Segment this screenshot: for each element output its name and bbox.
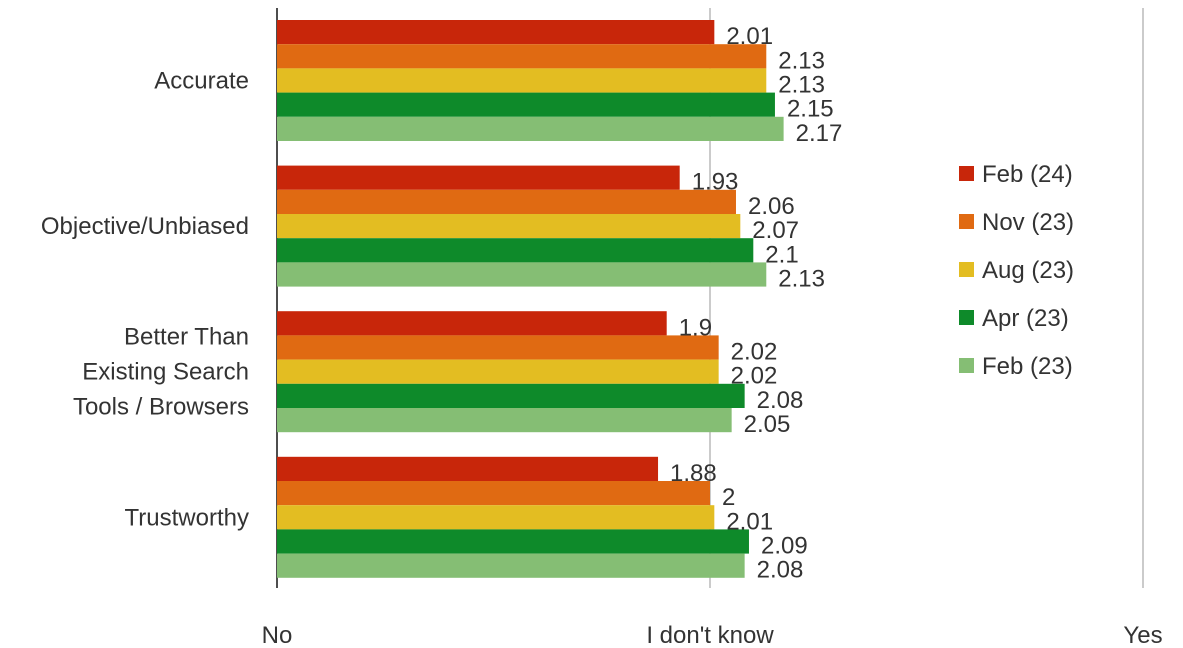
value-label-1-2: 2.13 bbox=[778, 47, 825, 74]
bars bbox=[277, 20, 784, 578]
legend-swatch-3 bbox=[959, 262, 974, 277]
bar-1-1 bbox=[277, 20, 715, 45]
value-label-1-3: 2.13 bbox=[778, 72, 825, 99]
value-label-2-2: 2.06 bbox=[748, 193, 795, 220]
bar-2-1 bbox=[277, 165, 680, 190]
value-label-4-2: 2 bbox=[722, 484, 735, 511]
value-label-3-4: 2.08 bbox=[757, 387, 804, 414]
value-label-3-5: 2.05 bbox=[744, 411, 791, 438]
bar-2-3 bbox=[277, 214, 741, 239]
bar-3-1 bbox=[277, 311, 667, 336]
x-tick-label-2: I don't know bbox=[646, 622, 774, 648]
bar-4-5 bbox=[277, 553, 745, 578]
legend-label-1: Feb (24) bbox=[982, 161, 1073, 188]
value-label-1-1: 2.01 bbox=[726, 23, 773, 50]
x-tick-label-1: No bbox=[262, 622, 293, 648]
value-label-3-2: 2.02 bbox=[731, 339, 778, 366]
value-label-4-3: 2.01 bbox=[726, 508, 773, 535]
value-label-2-4: 2.1 bbox=[765, 241, 798, 268]
bar-3-5 bbox=[277, 408, 732, 433]
value-label-4-1: 1.88 bbox=[670, 460, 717, 487]
category-label-3: Better Than Existing Search Tools / Browse… bbox=[73, 324, 249, 421]
bar-2-5 bbox=[277, 262, 767, 287]
legend-label-3: Aug (23) bbox=[982, 257, 1074, 284]
x-tick-label-3: Yes bbox=[1123, 622, 1162, 648]
value-labels: 2.012.132.132.152.171.932.062.072.12.131… bbox=[670, 23, 842, 584]
legend-label-4: Apr (23) bbox=[982, 305, 1069, 332]
legend: Feb (24) Nov (23) Aug (23) Apr (23) Feb (23) bbox=[959, 161, 1074, 380]
legend-swatch-4 bbox=[959, 310, 974, 325]
bar-2-4 bbox=[277, 238, 754, 263]
legend-label-2: Nov (23) bbox=[982, 209, 1074, 236]
bar-4-2 bbox=[277, 481, 710, 506]
bar-4-3 bbox=[277, 505, 715, 530]
value-label-4-5: 2.08 bbox=[757, 557, 804, 584]
value-label-2-1: 1.93 bbox=[692, 169, 739, 196]
value-label-4-4: 2.09 bbox=[761, 533, 808, 560]
value-label-1-4: 2.15 bbox=[787, 96, 834, 123]
value-label-2-3: 2.07 bbox=[752, 217, 799, 244]
category-label-4: Trustworthy bbox=[125, 504, 249, 531]
category-label-1: Accurate bbox=[154, 68, 249, 95]
category-label-2: Objective/Unbiased bbox=[41, 213, 249, 240]
bar-4-1 bbox=[277, 456, 659, 481]
bar-3-3 bbox=[277, 359, 719, 384]
legend-swatch-2 bbox=[959, 214, 974, 229]
bar-4-4 bbox=[277, 529, 749, 554]
bar-1-4 bbox=[277, 92, 775, 117]
legend-swatch-5 bbox=[959, 358, 974, 373]
bar-3-2 bbox=[277, 335, 719, 360]
category-labels: Accurate Objective/Unbiased Better Than Exi… bbox=[41, 68, 249, 532]
x-axis: No I don't know Yes bbox=[262, 622, 1163, 648]
legend-label-5: Feb (23) bbox=[982, 353, 1073, 380]
value-label-1-5: 2.17 bbox=[796, 120, 843, 147]
bar-1-3 bbox=[277, 68, 767, 93]
bar-1-5 bbox=[277, 116, 784, 141]
legend-swatch-1 bbox=[959, 166, 974, 181]
bar-1-2 bbox=[277, 44, 767, 69]
value-label-3-3: 2.02 bbox=[731, 363, 778, 390]
bar-2-2 bbox=[277, 189, 736, 214]
bar-3-4 bbox=[277, 383, 745, 408]
value-label-3-1: 1.9 bbox=[679, 314, 712, 341]
value-label-2-5: 2.13 bbox=[778, 266, 825, 293]
